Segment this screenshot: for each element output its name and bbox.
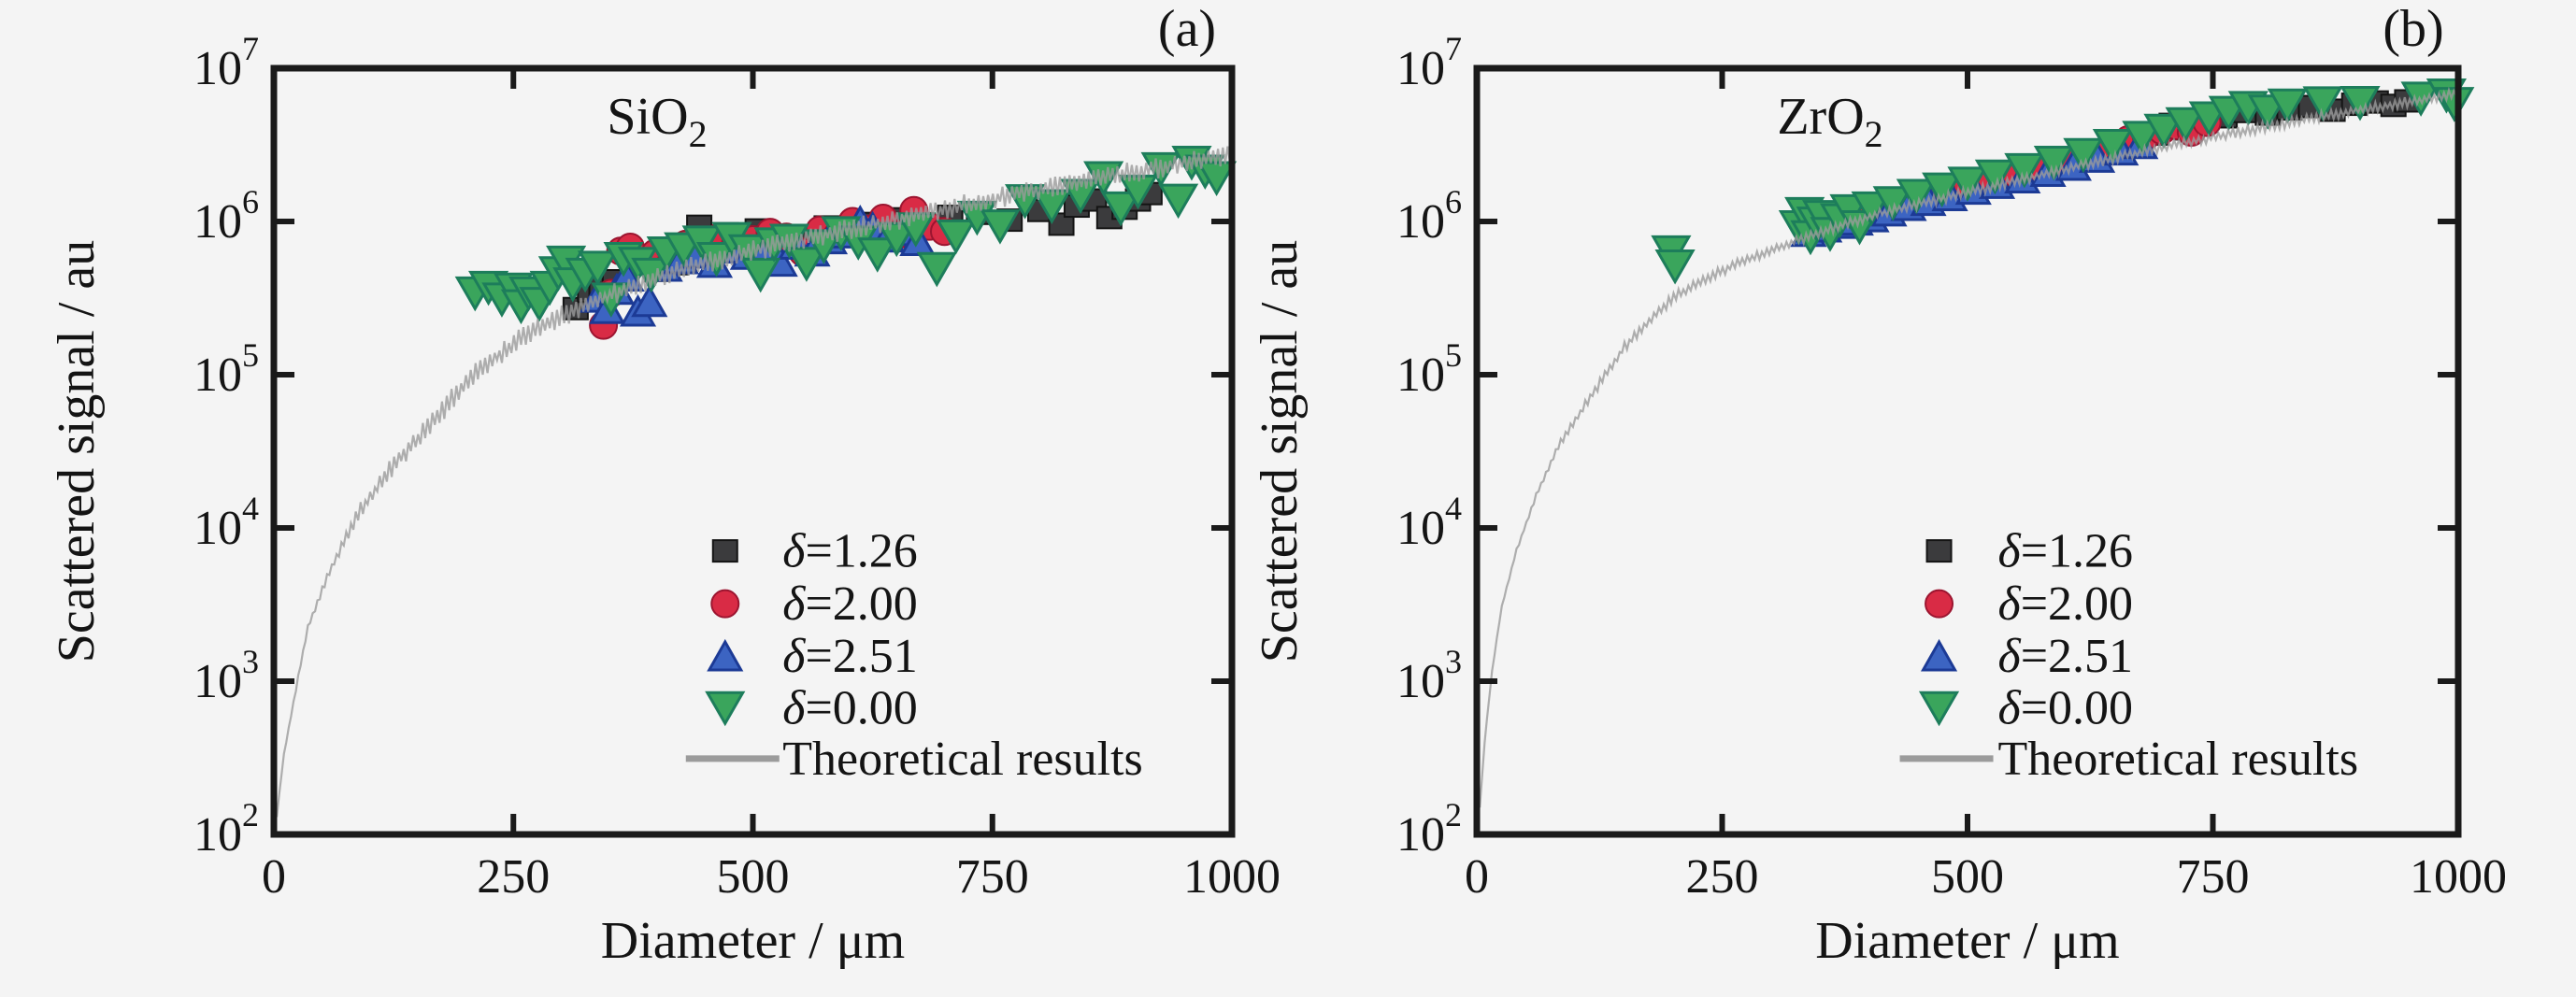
marker-circle bbox=[1925, 589, 1954, 619]
legend-item: δ=0.00 bbox=[705, 682, 918, 735]
marker-triangle-down bbox=[980, 209, 1021, 245]
marker-square bbox=[1925, 539, 1953, 563]
marker-triangle-down bbox=[1922, 172, 1963, 208]
y-tick-label: 103 bbox=[1396, 643, 1462, 708]
legend-label: δ=0.00 bbox=[1998, 682, 2134, 735]
panel-title: ZrO2 bbox=[1777, 88, 1882, 155]
marker-triangle-down bbox=[1974, 159, 2015, 195]
marker-triangle-down bbox=[2122, 121, 2163, 156]
marker-triangle-down bbox=[916, 251, 957, 288]
legend-item: Theoretical results bbox=[685, 733, 1143, 786]
panel-label: (a) bbox=[1158, 0, 1216, 58]
panel-label: (b) bbox=[2383, 0, 2443, 58]
legend-label: δ=2.51 bbox=[1998, 630, 2134, 683]
x-axis-title: Diameter / μm bbox=[601, 912, 905, 970]
plot-panel-a: 0 250 500 750 1000 102 103 104 105 106 107 Diameter… bbox=[48, 0, 1281, 970]
x-tick-label: 500 bbox=[1931, 850, 2004, 904]
marker-triangle-down bbox=[577, 250, 619, 286]
marker-triangle-down bbox=[1947, 166, 1988, 202]
marker-triangle-down bbox=[876, 221, 917, 258]
marker-triangle-down bbox=[2063, 137, 2104, 174]
marker-square bbox=[1048, 212, 1075, 236]
marker-triangle-down bbox=[857, 237, 898, 273]
x-axis-title: Diameter / μm bbox=[1815, 912, 2119, 970]
y-tick-label: 106 bbox=[193, 183, 259, 249]
marker-triangle-down bbox=[936, 219, 977, 255]
marker-triangle-down bbox=[740, 257, 781, 293]
marker-triangle-down bbox=[2340, 85, 2381, 121]
marker-triangle-up bbox=[707, 638, 744, 672]
legend-item: δ=2.51 bbox=[707, 630, 918, 683]
marker-triangle-up bbox=[631, 284, 668, 318]
marker-triangle-down bbox=[2302, 86, 2343, 121]
marker-triangle-down bbox=[2267, 88, 2308, 124]
legend-item: δ=2.00 bbox=[1925, 577, 2133, 631]
legend-label: δ=2.00 bbox=[1998, 577, 2134, 631]
marker-triangle-down bbox=[2165, 107, 2206, 143]
legend-label: δ=1.26 bbox=[1998, 525, 2134, 578]
legend-label: δ=2.51 bbox=[782, 630, 918, 683]
x-tick-label: 1000 bbox=[2410, 850, 2507, 904]
marker-triangle-down bbox=[1654, 249, 1696, 285]
marker-triangle-down bbox=[1100, 191, 1141, 227]
x-tick-label: 500 bbox=[717, 850, 790, 904]
x-tick-label: 250 bbox=[1686, 850, 1759, 904]
legend-label: δ=2.00 bbox=[782, 577, 918, 631]
legend-item: δ=2.00 bbox=[710, 577, 918, 631]
marker-triangle-down bbox=[2143, 113, 2184, 150]
legend-label: Theoretical results bbox=[1998, 733, 2359, 786]
panel-title: SiO2 bbox=[607, 88, 707, 155]
marker-triangle-down bbox=[2004, 152, 2045, 189]
x-tick-label: 250 bbox=[477, 850, 550, 904]
y-tick-label: 107 bbox=[1396, 30, 1462, 95]
x-tick-label: 0 bbox=[262, 850, 286, 904]
y-tick-label: 105 bbox=[1396, 336, 1462, 402]
legend-item: Theoretical results bbox=[1899, 733, 2359, 786]
marker-triangle-down bbox=[2092, 128, 2133, 164]
marker-circle bbox=[710, 589, 740, 619]
x-tick-label: 1000 bbox=[1183, 850, 1281, 904]
marker-triangle-down bbox=[1158, 183, 1199, 220]
marker-triangle-down bbox=[786, 247, 827, 282]
marker-triangle-down bbox=[705, 691, 746, 727]
legend-label: δ=1.26 bbox=[782, 525, 918, 578]
y-tick-label: 105 bbox=[193, 336, 259, 402]
legend-item: δ=1.26 bbox=[711, 525, 918, 578]
y-axis-title: Scattered signal / au bbox=[48, 240, 106, 663]
marker-triangle-up bbox=[1920, 638, 1958, 672]
y-tick-label: 104 bbox=[1396, 490, 1462, 555]
y-tick-label: 104 bbox=[193, 490, 259, 555]
legend-item: δ=0.00 bbox=[1918, 682, 2134, 735]
marker-triangle-down bbox=[631, 257, 672, 293]
legend-label: Theoretical results bbox=[782, 733, 1143, 786]
theory-curve bbox=[276, 146, 1232, 818]
legend-label: δ=0.00 bbox=[782, 682, 918, 735]
theory-curve bbox=[1479, 86, 2457, 808]
marker-triangle-down bbox=[1918, 691, 1960, 727]
marker-square bbox=[711, 539, 738, 563]
x-tick-label: 750 bbox=[2177, 850, 2250, 904]
plot-panel-b: 0 250 500 750 1000 102 103 104 105 106 107 Diameter… bbox=[1251, 0, 2507, 970]
y-tick-label: 102 bbox=[193, 796, 259, 862]
x-tick-label: 750 bbox=[956, 850, 1029, 904]
legend-item: δ=1.26 bbox=[1925, 525, 2134, 578]
marker-triangle-down bbox=[2033, 146, 2074, 181]
legend-item: δ=2.51 bbox=[1920, 630, 2134, 683]
y-tick-label: 106 bbox=[1396, 183, 1462, 249]
y-axis-title: Scattered signal / au bbox=[1251, 240, 1309, 663]
y-tick-label: 103 bbox=[193, 643, 259, 708]
y-tick-label: 107 bbox=[193, 30, 259, 95]
x-tick-label: 0 bbox=[1465, 850, 1489, 904]
series-delta-000 bbox=[1651, 78, 2475, 285]
marker-triangle-down bbox=[1872, 186, 1913, 221]
y-tick-label: 102 bbox=[1396, 796, 1462, 862]
marker-triangle-down bbox=[1896, 178, 1937, 215]
